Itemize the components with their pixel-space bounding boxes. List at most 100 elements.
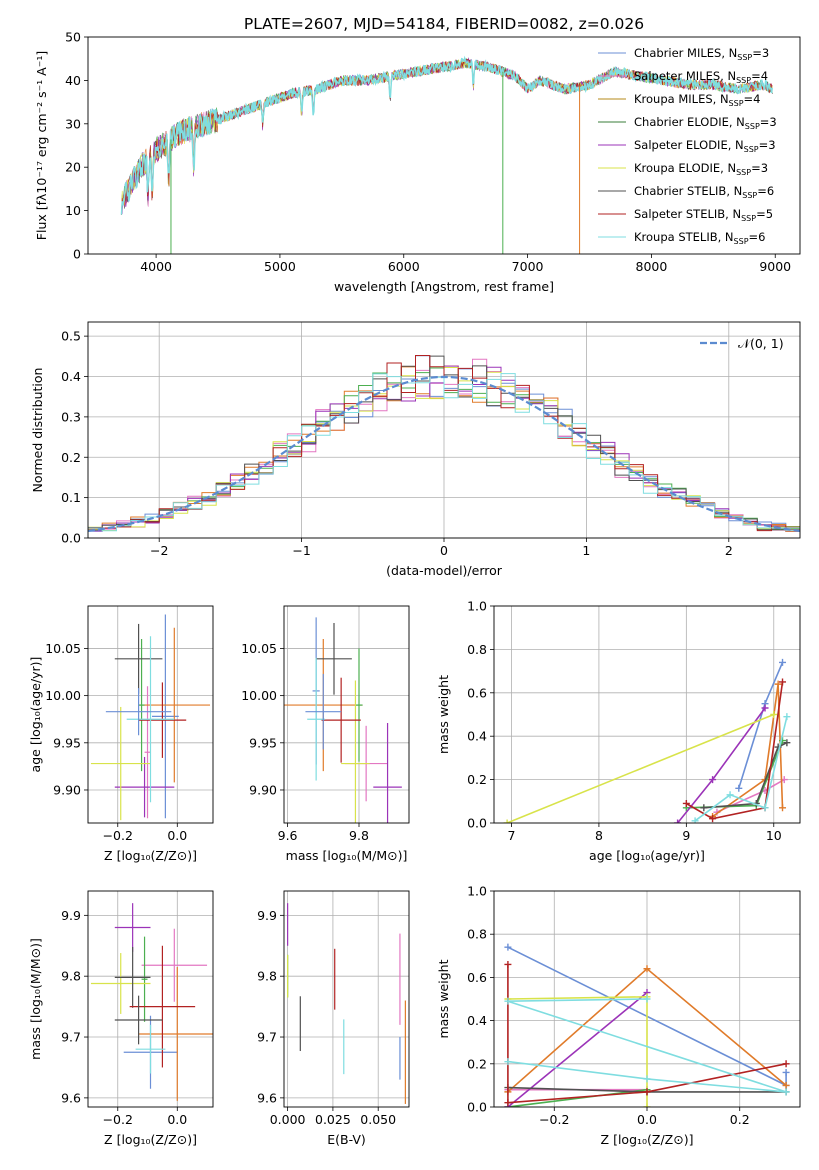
x-tick-label: 6000 (388, 259, 420, 274)
panel-mass-vs-EBV: 0.000 0.025 0.050 9.6 9.7 9.8 9.9 E(B-V) (257, 890, 410, 1147)
x-tick-label: 0 (440, 543, 448, 558)
x-axis-label: mass [log₁₀(M/M⊙)] (286, 848, 408, 863)
y-tick-label: 9.7 (257, 1030, 277, 1045)
x-tick-label: 0.050 (360, 1112, 396, 1127)
x-tick-label: 9.6 (278, 828, 298, 843)
weight-marker (504, 1058, 512, 1066)
panel-weight-vs-Z: −0.2 0.0 0.2 0.0 0.2 0.4 0.6 0.8 1.0 Z [log₁₀(Z/Z… (436, 884, 801, 1147)
plot-area (90, 614, 211, 821)
axes-frame (87, 890, 214, 1108)
x-axis-label: (data-model)/error (386, 563, 503, 578)
weight-marker (691, 817, 699, 823)
x-tick-label: 1 (582, 543, 590, 558)
y-tick-label: 0.2 (467, 772, 487, 787)
weight-marker (643, 1088, 651, 1096)
weight-marker (779, 658, 787, 666)
panel-weight-vs-age: 7 8 9 10 0.0 0.2 0.4 0.6 0.8 1.0 age [log₁₀(age/yr… (436, 599, 801, 863)
spectrum-series (120, 55, 773, 215)
y-tick-label: 9.9 (257, 908, 277, 923)
y-tick-label: 40 (65, 73, 81, 88)
weight-marker (783, 739, 791, 747)
y-tick-label: 9.90 (249, 782, 277, 797)
weight-marker (643, 965, 651, 973)
normal-curve (88, 375, 800, 532)
y-tick-label: 9.95 (53, 735, 81, 750)
x-axis-label: age [log₁₀(age/yr)] (589, 848, 705, 863)
x-tick-label: 9 (682, 828, 690, 843)
axes-frame (283, 890, 410, 1108)
y-axis-label: age [log₁₀(age/yr)] (28, 657, 43, 773)
x-tick-label: 0.0 (167, 1112, 187, 1127)
weight-series (685, 681, 784, 820)
plot-area (503, 658, 791, 823)
y-tick-label: 10.05 (45, 641, 81, 656)
y-tick-label: 0.2 (61, 450, 81, 465)
x-tick-label: 7 (508, 828, 516, 843)
x-tick-label: 9000 (759, 259, 791, 274)
weight-marker (674, 819, 682, 823)
legend-label: 𝒩(0, 1) (738, 336, 784, 351)
weight-series (694, 716, 788, 822)
x-tick-label: −2 (150, 543, 168, 558)
weight-marker (503, 819, 511, 823)
weight-marker (504, 997, 512, 1005)
x-tick-label: −1 (292, 543, 310, 558)
legend-label: Chabrier STELIB, NSSP=6 (634, 184, 774, 200)
weight-marker (643, 995, 651, 1003)
plot-area (284, 617, 402, 823)
weight-marker (709, 776, 717, 784)
y-tick-label: 50 (65, 30, 81, 45)
x-tick-label: 0.0 (167, 828, 187, 843)
weight-marker (504, 1099, 512, 1107)
y-tick-label: 0.1 (61, 490, 81, 505)
plot-area (90, 903, 213, 1101)
weight-marker (782, 1081, 790, 1089)
plot-area (120, 55, 773, 254)
x-axis-label: Z [log₁₀(Z/Z⊙)] (104, 848, 197, 863)
y-tick-label: 9.8 (257, 969, 277, 984)
y-tick-label: 0.8 (467, 642, 487, 657)
legend-label: Chabrier ELODIE, NSSP=3 (634, 115, 777, 131)
weight-marker (682, 799, 690, 807)
weight-marker (782, 1088, 790, 1096)
x-axis-label: wavelength [Angstrom, rest frame] (334, 279, 554, 294)
weight-marker (504, 943, 512, 951)
weight-marker (761, 704, 769, 712)
y-tick-label: 30 (65, 116, 81, 131)
axes-frame (87, 605, 214, 824)
weight-marker (770, 711, 778, 718)
x-tick-label: 5000 (264, 259, 296, 274)
weight-marker (643, 1103, 651, 1107)
x-tick-label: −0.2 (103, 1112, 133, 1127)
y-tick-label: 9.8 (61, 969, 81, 984)
y-axis-label: Flux [fλ10⁻¹⁷ erg cm⁻² s⁻¹ A⁻¹] (34, 51, 49, 240)
y-tick-label: 10 (65, 203, 81, 218)
y-tick-label: 9.95 (249, 735, 277, 750)
legend-label: Chabrier MILES, NSSP=3 (634, 46, 769, 62)
y-tick-label: 1.0 (467, 884, 487, 899)
weight-series (703, 741, 788, 809)
x-axis-label: Z [log₁₀(Z/Z⊙)] (601, 1132, 694, 1147)
weight-marker (504, 960, 512, 968)
y-axis-label: mass weight (436, 675, 451, 754)
y-tick-label: 10.00 (45, 688, 81, 703)
panel-age-vs-Z: −0.2 0.0 9.90 9.95 10.00 10.05 Z [log₁₀(Z/Z⊙)]… (28, 605, 214, 863)
y-tick-label: 0.6 (467, 685, 487, 700)
weight-marker (735, 784, 743, 792)
weight-series (507, 1088, 648, 1107)
x-tick-label: 8 (595, 828, 603, 843)
weight-marker (709, 815, 717, 823)
legend-label: Kroupa MILES, NSSP=4 (634, 92, 760, 108)
axes-frame (493, 605, 801, 824)
y-axis-label: mass [log₁₀(M/M⊙)] (28, 938, 43, 1060)
y-tick-label: 9.7 (61, 1030, 81, 1045)
weight-series (506, 713, 775, 823)
panel-mass-vs-Z: −0.2 0.0 9.6 9.7 9.8 9.9 Z [log₁₀(Z/Z⊙)] mass [… (28, 890, 214, 1147)
x-tick-label: −0.2 (539, 1112, 569, 1127)
weight-series (507, 964, 787, 1104)
weight-marker (700, 804, 708, 812)
weight-marker (774, 680, 782, 688)
x-tick-label: 0.2 (730, 1112, 750, 1127)
x-tick-label: 0.025 (315, 1112, 351, 1127)
legend-label: Salpeter ELODIE, NSSP=3 (634, 138, 776, 154)
